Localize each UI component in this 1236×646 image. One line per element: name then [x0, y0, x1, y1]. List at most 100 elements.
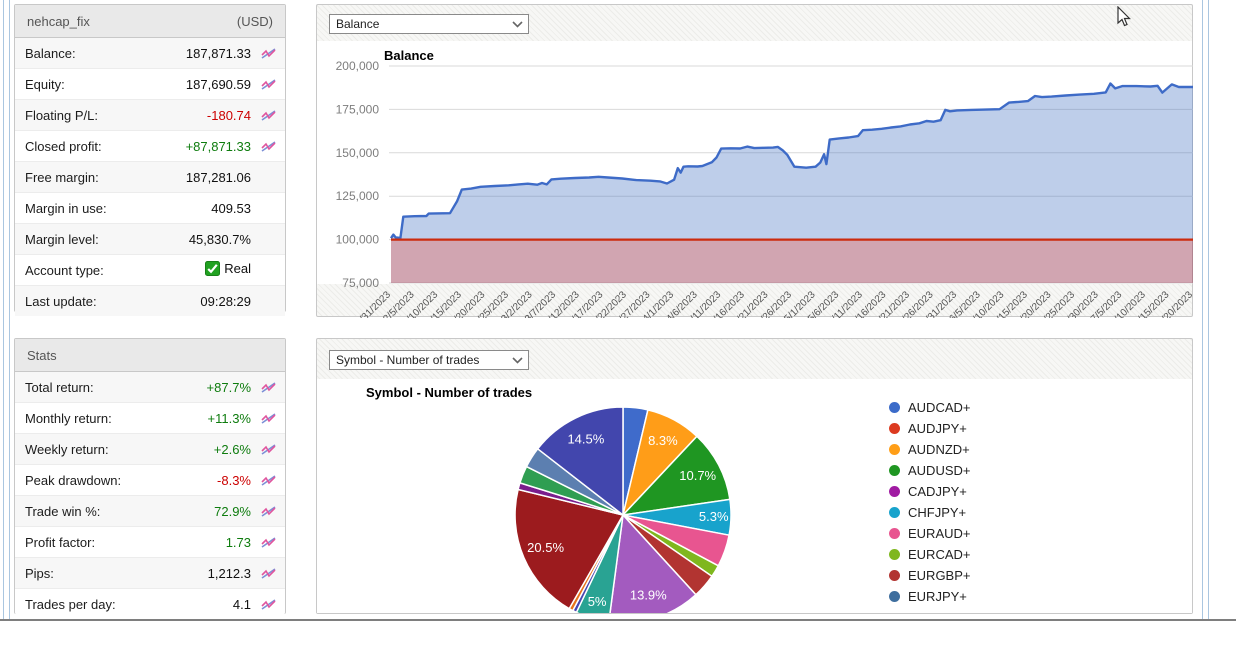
sparkline-icon[interactable]	[261, 536, 277, 549]
legend-label: CHFJPY+	[908, 505, 967, 520]
sparkline-icon[interactable]	[261, 598, 277, 611]
sparkline-icon[interactable]	[261, 474, 277, 487]
balance-plot-background	[317, 41, 1192, 284]
row-value: -8.3%	[217, 472, 251, 488]
panel-row: Trade win %: 72.9%	[15, 495, 285, 526]
row-label: Closed profit:	[25, 138, 102, 154]
sparkline-icon[interactable]	[261, 78, 277, 91]
svg-text:200,000: 200,000	[336, 59, 380, 73]
panel-row: Closed profit: +87,871.33	[15, 130, 285, 161]
panel-row: Margin level: 45,830.7%	[15, 223, 285, 254]
row-chart-icon-slot[interactable]	[257, 567, 277, 580]
pie-chart-type-select[interactable]: Symbol - Number of trades	[329, 350, 529, 370]
svg-text:10.7%: 10.7%	[679, 468, 716, 483]
legend-color-dot	[889, 423, 900, 434]
sparkline-icon[interactable]	[261, 109, 277, 122]
row-label: Monthly return:	[25, 410, 112, 426]
balance-chart-type-select[interactable]: Balance	[329, 14, 529, 34]
legend-label: AUDUSD+	[908, 463, 971, 478]
svg-text:5%: 5%	[588, 594, 607, 609]
legend-item: EURGBP+	[889, 565, 971, 586]
panel-row: Total return: +87.7%	[15, 372, 285, 402]
legend-color-dot	[889, 570, 900, 581]
legend-color-dot	[889, 402, 900, 413]
legend-item: CHFJPY+	[889, 502, 971, 523]
legend-label: CADJPY+	[908, 484, 967, 499]
row-value: 4.1	[232, 596, 251, 612]
panel-row: Last update: 09:28:29	[15, 285, 285, 316]
sparkline-icon[interactable]	[261, 140, 277, 153]
legend-item: EURJPY+	[889, 586, 971, 607]
row-value: Real	[205, 261, 251, 279]
row-label: Free margin:	[25, 169, 99, 185]
row-label: Equity:	[25, 76, 65, 92]
panel-row: Balance: 187,871.33	[15, 38, 285, 68]
account-panel-header: nehcap_fix (USD)	[15, 5, 285, 38]
row-chart-icon-slot[interactable]	[257, 381, 277, 394]
row-chart-icon-slot[interactable]	[257, 109, 277, 122]
sparkline-icon[interactable]	[261, 47, 277, 60]
row-chart-icon-slot[interactable]	[257, 443, 277, 456]
panel-row: Weekly return: +2.6%	[15, 433, 285, 464]
row-chart-icon-slot[interactable]	[257, 140, 277, 153]
balance-chart: 200,000 175,000 150,000 125,000 100,000 75,00…	[317, 5, 1196, 329]
pie-chart-title: Symbol - Number of trades	[366, 385, 533, 400]
legend-label: EURJPY+	[908, 589, 967, 604]
row-chart-icon-slot[interactable]	[257, 47, 277, 60]
balance-select-value: Balance	[336, 17, 380, 31]
row-chart-icon-slot[interactable]	[257, 505, 277, 518]
legend-label: AUDJPY+	[908, 421, 967, 436]
row-label: Pips:	[25, 565, 54, 581]
stats-panel-title: Stats	[27, 347, 57, 363]
mouse-cursor	[1117, 6, 1131, 27]
legend-color-dot	[889, 591, 900, 602]
legend-label: EURAUD+	[908, 526, 971, 541]
chevron-down-icon	[512, 356, 523, 364]
chevron-down-icon	[512, 20, 523, 28]
panel-row: Peak drawdown: -8.3%	[15, 464, 285, 495]
panel-row: Trades per day: 4.1	[15, 588, 285, 619]
legend-item: AUDCAD+	[889, 397, 971, 418]
frame-border-right-inner	[1202, 0, 1203, 620]
legend-color-dot	[889, 444, 900, 455]
row-value: +11.3%	[207, 410, 252, 426]
panel-row: Profit factor: 1.73	[15, 526, 285, 557]
sparkline-icon[interactable]	[261, 443, 277, 456]
row-value: 187,871.33	[185, 45, 251, 61]
row-chart-icon-slot[interactable]	[257, 78, 277, 91]
svg-text:13.9%: 13.9%	[630, 587, 667, 602]
row-chart-icon-slot[interactable]	[257, 412, 277, 425]
pie-plot-background	[317, 379, 1192, 613]
panel-row: Pips: 1,212.3	[15, 557, 285, 588]
svg-text:8.3%: 8.3%	[648, 433, 678, 448]
row-label: Account type:	[25, 262, 104, 278]
row-value: 45,830.7%	[188, 231, 251, 247]
svg-text:100,000: 100,000	[336, 233, 380, 247]
legend-color-dot	[889, 465, 900, 476]
row-label: Profit factor:	[25, 534, 96, 550]
sparkline-icon[interactable]	[261, 412, 277, 425]
legend-item: EURCAD+	[889, 544, 971, 565]
svg-text:175,000: 175,000	[336, 102, 380, 116]
legend-label: AUDNZD+	[908, 442, 970, 457]
legend-item: AUDUSD+	[889, 460, 971, 481]
row-label: Balance:	[25, 45, 76, 61]
sparkline-icon[interactable]	[261, 505, 277, 518]
row-label: Total return:	[25, 379, 94, 395]
row-value: +87,871.33	[185, 138, 251, 154]
legend-item: EURAUD+	[889, 523, 971, 544]
legend-label: EURCAD+	[908, 547, 971, 562]
panel-row: Floating P/L: -180.74	[15, 99, 285, 130]
row-chart-icon-slot[interactable]	[257, 474, 277, 487]
sparkline-icon[interactable]	[261, 567, 277, 580]
sparkline-icon[interactable]	[261, 381, 277, 394]
row-chart-icon-slot[interactable]	[257, 536, 277, 549]
legend-color-dot	[889, 549, 900, 560]
row-label: Trade win %:	[25, 503, 101, 519]
row-value: -180.74	[206, 107, 251, 123]
row-value: 187,281.06	[185, 169, 251, 185]
panel-row: Monthly return: +11.3%	[15, 402, 285, 433]
row-chart-icon-slot[interactable]	[257, 598, 277, 611]
svg-text:20.5%: 20.5%	[527, 540, 564, 555]
svg-text:Balance: Balance	[384, 48, 434, 63]
